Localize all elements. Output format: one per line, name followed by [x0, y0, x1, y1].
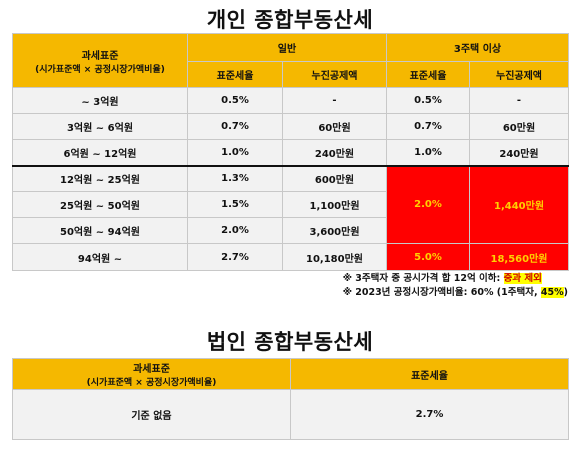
corp-header-rate: 표준세율	[290, 358, 569, 390]
table-row: 12억원 ~ 25억원 1.3% 600만원 2.0% 1,440만원	[12, 164, 569, 244]
header-general-rate: 표준세율	[187, 61, 283, 88]
header-multi-deduction: 누진공제액	[469, 61, 569, 88]
corp-row-tax-base: 기준 없음	[12, 389, 291, 440]
row-deduction: -	[282, 87, 387, 114]
footnote-2-suffix: )	[563, 287, 568, 298]
header-tax-base: 과세표준 (시가표준액 × 공정시장가액비율)	[12, 33, 188, 88]
row-tax-base: ~ 3억원	[12, 87, 188, 114]
row-multi-deduction: 240만원	[469, 139, 569, 166]
row-rate: 1.0%	[187, 139, 283, 166]
row-multi-rate: 0.5%	[386, 87, 470, 114]
table-row: 50억원 ~ 94억원 2.0% 3,600만원	[12, 217, 569, 244]
row-tax-base: 6억원 ~ 12억원	[12, 139, 188, 166]
corp-row-rate: 2.7%	[290, 389, 569, 440]
corporate-title: 법인 종합부동산세	[206, 330, 374, 354]
footnote-2-highlight: 45%	[540, 287, 564, 298]
header-multi-rate: 표준세율	[386, 61, 470, 88]
row-deduction: 1,100만원	[282, 191, 387, 218]
corp-header-tax-base-note: (시가표준액 × 공정시장가액비율)	[86, 378, 217, 388]
footnote-1-highlight: 중과 제외	[503, 273, 542, 284]
row-multi-rate: 0.7%	[386, 113, 470, 140]
row-tax-base: 50억원 ~ 94억원	[12, 217, 188, 244]
individual-title: 개인 종합부동산세	[206, 8, 374, 32]
row-rate: 2.7%	[187, 243, 283, 271]
row-deduction: 3,600만원	[282, 217, 387, 244]
header-general-deduction: 누진공제액	[282, 61, 387, 88]
merged-multi-deduction: 1,440만원	[469, 164, 569, 244]
row-tax-base: 12억원 ~ 25억원	[12, 164, 188, 192]
row-tax-base: 94억원 ~	[12, 243, 188, 271]
footnote-2-text: ※ 2023년 공정시장가액비율: 60% (1주택자,	[342, 287, 541, 298]
header-general: 일반	[187, 33, 387, 62]
row-tax-base: 25억원 ~ 50억원	[12, 191, 188, 218]
table-row: 6억원 ~ 12억원 1.0% 240만원 1.0% 240만원	[12, 139, 569, 166]
merged-multi-rate: 2.0%	[386, 164, 470, 244]
row-rate: 2.0%	[187, 217, 283, 244]
row-multi-deduction: 60만원	[469, 113, 569, 140]
corp-header-tax-base-label: 과세표준	[133, 364, 170, 375]
table-row: 94억원 ~ 2.7% 10,180만원 5.0% 18,560만원	[12, 243, 569, 271]
table-row: 3억원 ~ 6억원 0.7% 60만원 0.7% 60만원	[12, 113, 569, 140]
footnote-2: ※ 2023년 공정시장가액비율: 60% (1주택자, 45%)	[343, 286, 568, 300]
row-deduction: 240만원	[282, 139, 387, 166]
row-deduction: 10,180만원	[282, 243, 387, 271]
row-multi-deduction: 18,560만원	[469, 243, 569, 271]
footnotes: ※ 3주택자 중 공시가격 합 12억 이하: 중과 제외 ※ 2023년 공정…	[343, 272, 568, 300]
row-rate: 1.3%	[187, 164, 283, 192]
corporate-tax-table: 과세표준 (시가표준액 × 공정시장가액비율) 표준세율 기준 없음 2.7%	[12, 358, 569, 440]
table-row: ~ 3억원 0.5% - 0.5% -	[12, 87, 569, 114]
table-row: 기준 없음 2.7%	[12, 389, 569, 440]
row-multi-deduction: -	[469, 87, 569, 114]
row-tax-base: 3억원 ~ 6억원	[12, 113, 188, 140]
header-tax-base-note: (시가표준액 × 공정시장가액비율)	[35, 64, 165, 75]
individual-tax-table: 과세표준 (시가표준액 × 공정시장가액비율) 일반 3주택 이상 표준세율 누…	[12, 33, 569, 271]
footnote-1-text: ※ 3주택자 중 공시가격 합 12억 이하:	[342, 273, 504, 284]
corp-header-tax-base: 과세표준 (시가표준액 × 공정시장가액비율)	[12, 358, 291, 390]
row-deduction: 600만원	[282, 164, 387, 192]
table-row: 25억원 ~ 50억원 1.5% 1,100만원	[12, 191, 569, 218]
row-rate: 0.5%	[187, 87, 283, 114]
header-tax-base-label: 과세표준	[81, 50, 119, 62]
footnote-1: ※ 3주택자 중 공시가격 합 12억 이하: 중과 제외	[343, 272, 568, 286]
row-multi-rate: 1.0%	[386, 139, 470, 166]
row-multi-rate: 5.0%	[386, 243, 470, 271]
header-multi-house: 3주택 이상	[386, 33, 569, 62]
row-rate: 0.7%	[187, 113, 283, 140]
row-deduction: 60만원	[282, 113, 387, 140]
row-rate: 1.5%	[187, 191, 283, 218]
